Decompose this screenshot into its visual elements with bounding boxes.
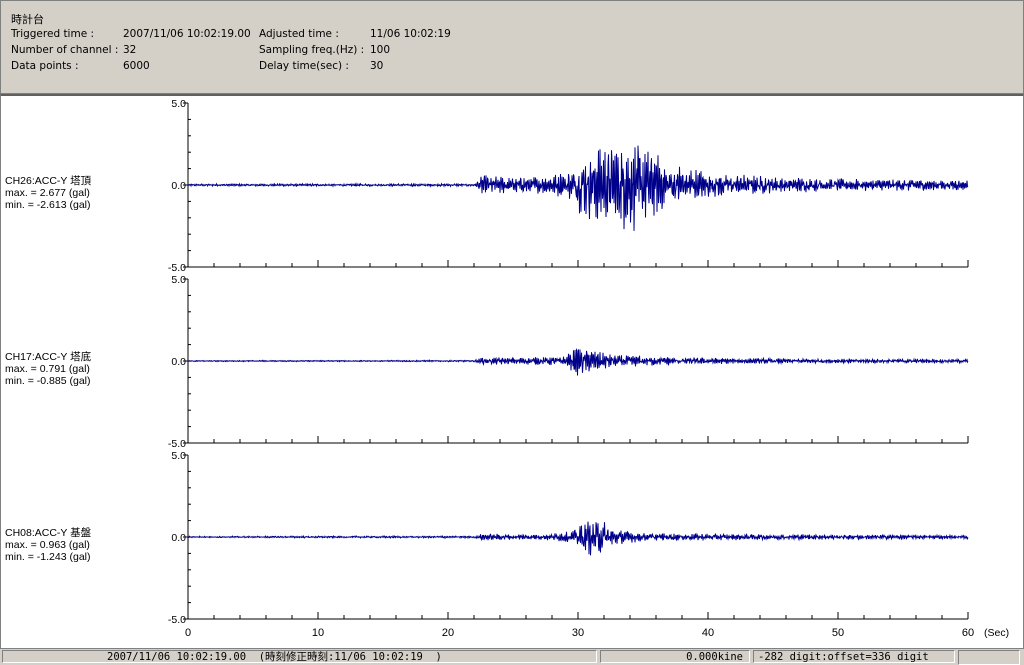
waveform-line bbox=[188, 348, 969, 376]
adjusted-time-label: Adjusted time : bbox=[259, 28, 339, 40]
x-tick-label: 20 bbox=[442, 627, 454, 639]
channel-min: min. = -1.243 (gal) bbox=[5, 551, 91, 563]
channel-panel-2 bbox=[183, 278, 969, 444]
triggered-time-label: Triggered time : bbox=[11, 28, 95, 40]
triggered-time-value: 2007/11/06 10:02:19.00 bbox=[123, 28, 251, 40]
y-tick-label: -5.0 bbox=[168, 614, 186, 626]
channel-count-label: Number of channel : bbox=[11, 44, 119, 56]
waveform-line bbox=[187, 521, 969, 556]
channel-name: CH08:ACC-Y 基盤 bbox=[5, 526, 92, 539]
plot-area: 5.0 0.0 -5.0 CH26:ACC-Y 塔頂 max. = 2.677 (gal… bbox=[0, 94, 1024, 649]
channel-name: CH17:ACC-Y 塔底 bbox=[5, 350, 92, 363]
delay-time-label: Delay time(sec) : bbox=[259, 60, 349, 72]
y-tick-label: 0.0 bbox=[171, 180, 186, 192]
x-tick-label: 0 bbox=[185, 627, 191, 639]
y-tick-label: 5.0 bbox=[171, 274, 186, 286]
y-tick-label: 0.0 bbox=[171, 356, 186, 368]
channel-min: min. = -0.885 (gal) bbox=[5, 375, 91, 387]
status-bar: 2007/11/06 10:02:19.00 (時刻修正時刻:11/06 10:… bbox=[0, 648, 1024, 665]
x-tick-label: 50 bbox=[832, 627, 844, 639]
x-tick-label: 40 bbox=[702, 627, 714, 639]
station-title: 時計台 bbox=[11, 13, 44, 26]
delay-time-value: 30 bbox=[370, 60, 384, 72]
status-extra bbox=[958, 650, 1020, 665]
sampling-freq-value: 100 bbox=[370, 44, 391, 56]
data-points-value: 6000 bbox=[123, 60, 150, 72]
status-digit: -282 digit:offset=336 digit bbox=[753, 650, 955, 663]
channel-max: max. = 2.677 (gal) bbox=[5, 187, 90, 199]
y-tick-label: -5.0 bbox=[168, 438, 186, 450]
status-kine: 0.000kine bbox=[600, 650, 750, 663]
x-tick-label: 60 bbox=[962, 627, 974, 639]
x-tick-label: 30 bbox=[572, 627, 584, 639]
channel-panel-1 bbox=[183, 102, 969, 268]
y-tick-label: 0.0 bbox=[171, 532, 186, 544]
waveform-line bbox=[187, 145, 969, 231]
x-unit-label: (Sec) bbox=[984, 627, 1009, 639]
channel-max: max. = 0.791 (gal) bbox=[5, 363, 90, 375]
channel-max: max. = 0.963 (gal) bbox=[5, 539, 90, 551]
y-tick-label: -5.0 bbox=[168, 262, 186, 274]
y-tick-label: 5.0 bbox=[171, 98, 186, 110]
sampling-freq-label: Sampling freq.(Hz) : bbox=[259, 44, 365, 56]
channel-name: CH26:ACC-Y 塔頂 bbox=[5, 174, 92, 187]
data-points-label: Data points : bbox=[11, 60, 79, 72]
channel-panel-3 bbox=[183, 454, 969, 620]
channel-min: min. = -2.613 (gal) bbox=[5, 199, 91, 211]
x-tick-label: 10 bbox=[312, 627, 324, 639]
adjusted-time-value: 11/06 10:02:19 bbox=[370, 28, 451, 40]
info-header: 時計台 Triggered time : 2007/11/06 10:02:19… bbox=[0, 0, 1024, 94]
channel-count-value: 32 bbox=[123, 44, 137, 56]
status-time: 2007/11/06 10:02:19.00 (時刻修正時刻:11/06 10:… bbox=[2, 650, 597, 663]
y-tick-label: 5.0 bbox=[171, 450, 186, 462]
